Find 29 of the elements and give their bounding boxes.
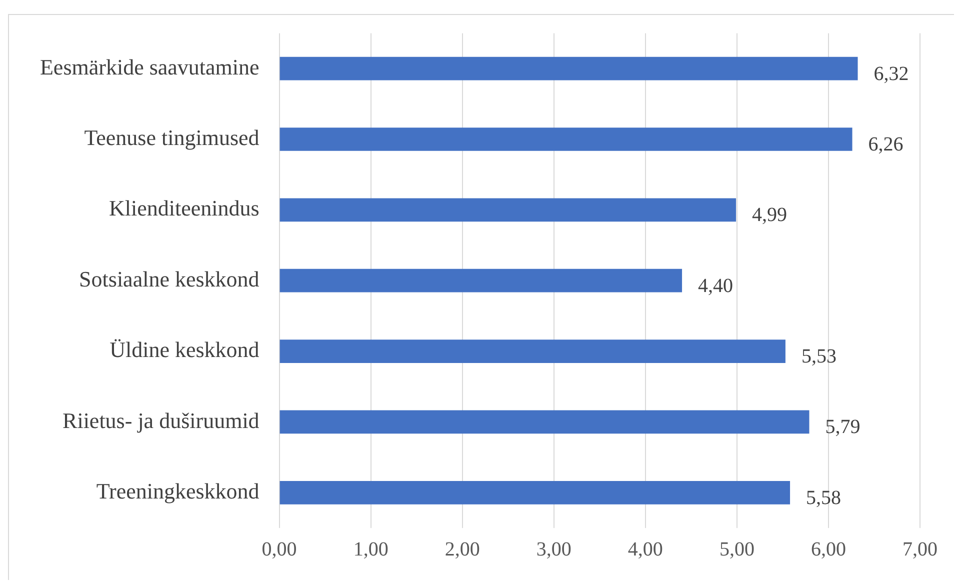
x-tick-label: 5,00 xyxy=(719,538,754,560)
data-label: 5,53 xyxy=(801,346,836,368)
bar xyxy=(280,410,810,434)
y-tick-label: Treeningkeskkond xyxy=(96,478,260,504)
bar xyxy=(280,198,736,222)
x-tick-label: 7,00 xyxy=(902,538,938,560)
x-tick-label: 0,00 xyxy=(262,538,297,560)
y-tick-label: Klienditeenindus xyxy=(108,196,260,221)
bar xyxy=(280,268,682,292)
data-label: 6,26 xyxy=(868,133,904,156)
bar xyxy=(280,340,786,363)
y-tick-label: Riietus- ja duširuumid xyxy=(62,408,260,433)
x-tick-label: 2,00 xyxy=(444,538,480,560)
data-label: 5,79 xyxy=(825,416,860,438)
data-label: 5,58 xyxy=(806,486,842,509)
y-tick-label: Eesmärkide saavutamine xyxy=(40,54,260,80)
y-tick-label: Sotsiaalne keskkond xyxy=(79,266,260,292)
x-tick-label: 6,00 xyxy=(810,538,846,560)
y-tick-label: Teenuse tingimused xyxy=(84,125,260,150)
x-tick-label: 4,00 xyxy=(628,538,663,560)
data-label: 4,99 xyxy=(752,204,788,226)
x-tick-label: 1,00 xyxy=(353,538,388,560)
data-label: 6,32 xyxy=(874,62,909,85)
bar xyxy=(280,56,858,80)
y-tick-label: Üldine keskkond xyxy=(110,337,260,362)
x-tick-label: 3,00 xyxy=(536,538,572,560)
bar xyxy=(280,128,852,151)
bar xyxy=(280,480,790,504)
data-label: 4,40 xyxy=(698,274,734,297)
